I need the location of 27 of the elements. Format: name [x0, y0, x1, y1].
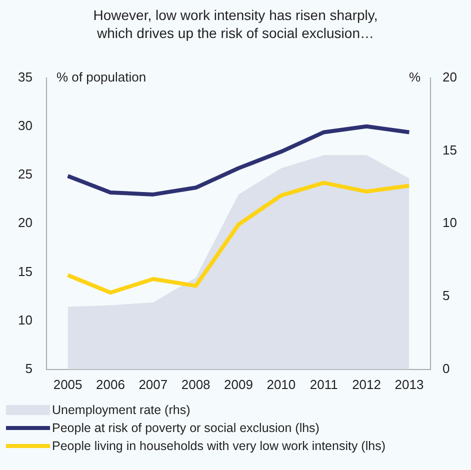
y-tick-label: 35	[18, 69, 32, 84]
y2-tick-label: 20	[442, 69, 458, 84]
y2-axis-title: %	[408, 69, 421, 84]
x-tick-label: 2006	[96, 376, 125, 392]
x-tick-label: 2010	[266, 376, 296, 392]
y-tick-label: 10	[18, 312, 32, 328]
y2-tick-label: 0	[442, 360, 450, 376]
y-tick-label: 15	[18, 264, 32, 279]
y2-tick-label: 5	[442, 288, 450, 304]
y-tick-label: 25	[18, 166, 32, 182]
x-tick-label: 2007	[138, 376, 168, 392]
y-axis-title: % of population	[56, 69, 146, 84]
y2-tick-label: 15	[442, 142, 458, 158]
x-tick-label: 2011	[310, 376, 338, 392]
legend-label: People living in households with very low work intensity (lhs)	[52, 438, 386, 455]
y-tick-label: 20	[18, 215, 32, 230]
x-tick-label: 2013	[394, 376, 424, 392]
y-tick-label: 5	[25, 360, 32, 376]
x-tick-label: 2009	[224, 376, 253, 392]
x-tick-label: 2012	[352, 376, 381, 392]
legend-label: Unemployment rate (rhs)	[52, 402, 190, 419]
y-tick-label: 30	[18, 118, 32, 133]
legend-label: People at risk of poverty or social exclusion (lhs)	[52, 420, 320, 437]
y2-tick-label: 10	[442, 215, 458, 230]
chart-title: However, low work intensity has risen sharply, which drives up the risk of social exclusion…	[92, 6, 379, 43]
x-tick-label: 2005	[53, 376, 82, 392]
x-tick-label: 2008	[181, 376, 210, 392]
